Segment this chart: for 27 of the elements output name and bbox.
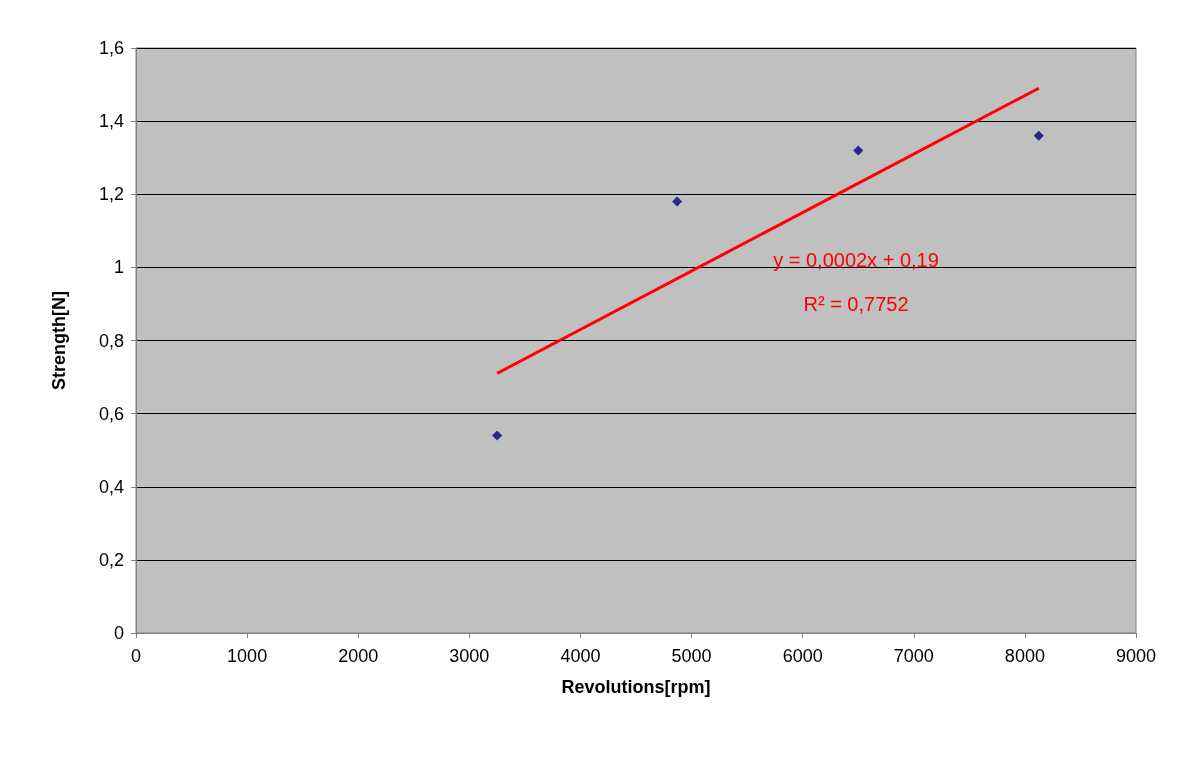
annotation: R² = 0,7752 — [803, 293, 909, 315]
x-axis-title: Revolutions[rpm] — [561, 677, 711, 697]
x-tick-label: 0 — [130, 646, 142, 666]
point — [853, 145, 864, 156]
point — [1033, 130, 1044, 141]
y-tick-label: 0,2 — [98, 549, 124, 570]
x-tick-label: 1000 — [227, 646, 268, 666]
y-tick-label: 0,8 — [98, 330, 124, 351]
x-tick-label: 7000 — [893, 646, 934, 666]
y-tick-label: 1,2 — [98, 184, 124, 205]
point — [672, 196, 683, 207]
x-tick-label: 9000 — [1115, 646, 1157, 666]
x-tick-label: 8000 — [1004, 646, 1045, 666]
x-tick-label: 4000 — [560, 646, 601, 666]
point — [492, 430, 503, 441]
x-tick-label: 2000 — [338, 646, 379, 666]
y-tick-label: 0,4 — [98, 476, 124, 497]
y-tick-label: 0,6 — [98, 403, 124, 424]
y-tick-label: 1 — [113, 257, 124, 278]
annotation: y = 0,0002x + 0,19 — [773, 249, 939, 271]
x-tick-label: 5000 — [671, 646, 712, 666]
y-tick-label: 0 — [113, 623, 124, 643]
y-tick-label: 1,4 — [98, 111, 124, 132]
x-tick-label: 6000 — [782, 646, 823, 666]
x-tick-label: 3000 — [449, 646, 490, 666]
y-axis-title: Strength[N] — [49, 291, 69, 390]
y-tick-label: 1,6 — [98, 38, 124, 58]
